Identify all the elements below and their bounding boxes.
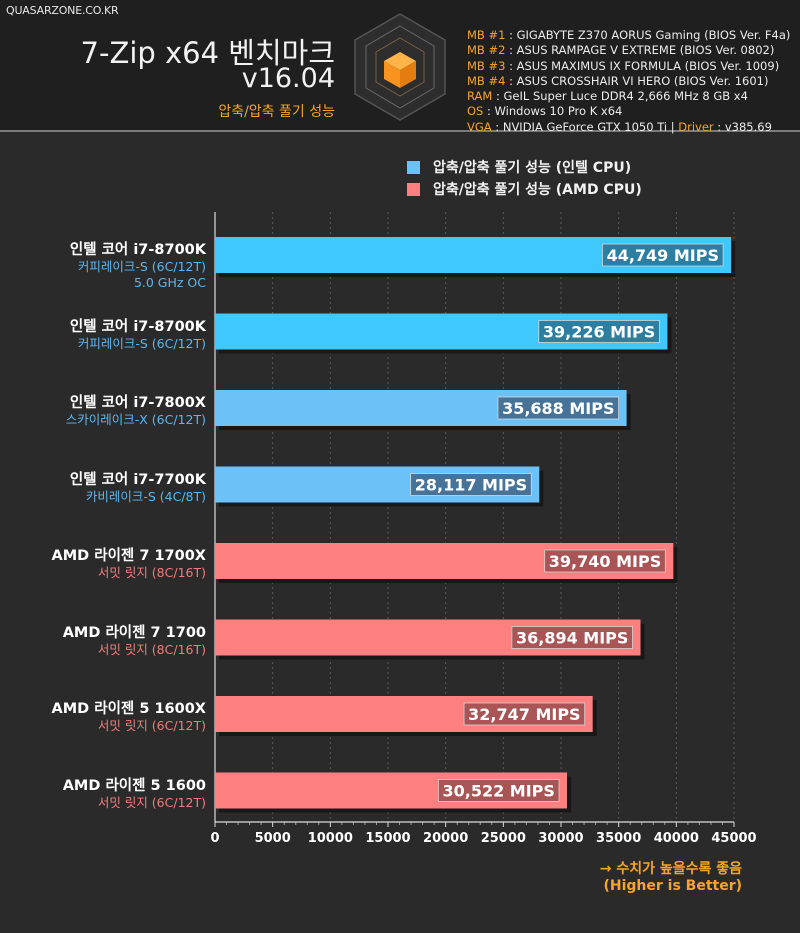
category-subtitle: 서밋 릿지 (6C/12T)	[97, 718, 206, 733]
legend-label-intel: 압축/압축 풀기 성능 (인텔 CPU)	[433, 160, 632, 176]
spec-value: : v385.69	[713, 119, 772, 134]
spec-value: : NVIDIA GeForce GTX 1050 Ti |	[491, 119, 679, 134]
value-label-box	[538, 320, 660, 343]
x-tick-label: 35000	[596, 831, 641, 846]
category-subtitle: 커피레이크-S (6C/12T)	[77, 259, 206, 274]
site-name: QUASARZONE.CO.KR	[6, 4, 119, 17]
spec-row: RAM : GeIL Super Luce DDR4 2,666 MHz 8 G…	[467, 89, 790, 104]
category-subtitle: 스카이레이크-X (6C/12T)	[65, 412, 206, 427]
note-line-1: → 수치가 높을수록 좋음	[599, 861, 742, 877]
category-name: AMD 라이젠 5 1600	[62, 777, 206, 794]
value-label-box	[437, 779, 560, 802]
category-label: AMD 라이젠 7 1700 서밋 릿지 (8C/16T)	[63, 624, 206, 658]
x-tick-label: 45000	[711, 831, 756, 846]
category-subtitle: 서밋 릿지 (8C/16T)	[97, 641, 206, 657]
value-label-box	[511, 626, 633, 649]
category-label: AMD 라이젠 5 1600 서밋 릿지 (6C/12T)	[63, 777, 206, 811]
legend-swatch-amd	[407, 182, 420, 196]
category-subtitle: 카비레이크-S (4C/8T)	[85, 488, 206, 504]
test-specs: MB #1 : GIGABYTE Z370 AORUS Gaming (BIOS…	[467, 28, 790, 135]
category-name: AMD 라이젠 7 1700X	[51, 548, 206, 564]
category-subtitle: 서밋 릿지 (6C/12T)	[97, 794, 206, 810]
spec-row: MB #1 : GIGABYTE Z370 AORUS Gaming (BIOS…	[467, 28, 790, 43]
spec-value: : GIGABYTE Z370 AORUS Gaming (BIOS Ver. …	[505, 28, 791, 42]
category-label: AMD 라이젠 7 1700X 서밋 릿지 (8C/16T)	[52, 547, 206, 581]
chart-version: v16.04	[241, 63, 335, 94]
category-name: 인텔 코어 i7-7700K	[69, 471, 206, 488]
value-label: 35,688 MIPS	[502, 399, 614, 418]
value-label-box	[463, 702, 586, 726]
spec-value: : ASUS MAXIMUS IX FORMULA (BIOS Ver. 100…	[505, 58, 780, 73]
category-subtitle: 서밋 릿지 (8C/16T)	[97, 565, 206, 580]
value-label-box	[544, 549, 666, 573]
spec-row: VGA : NVIDIA GeForce GTX 1050 Ti | Drive…	[467, 120, 790, 135]
spec-key: Driver	[678, 119, 714, 134]
x-tick-label: 0	[210, 831, 219, 846]
category-subtitle: 5.0 GHz OC	[133, 275, 206, 290]
spec-key: VGA	[467, 119, 492, 134]
value-label: 39,740 MIPS	[549, 552, 661, 571]
chart-title: 7-Zip x64 벤치마크	[80, 36, 335, 70]
value-label-box	[410, 473, 532, 496]
value-label: 39,226 MIPS	[543, 323, 655, 342]
value-label-box	[497, 396, 620, 420]
value-label: 30,522 MIPS	[442, 782, 554, 801]
category-name: 인텔 코어 i7-7800X	[69, 395, 206, 411]
x-tick-label: 5000	[255, 831, 291, 846]
note-line-2: (Higher is Better)	[603, 878, 742, 894]
legend-swatch-intel	[407, 160, 420, 174]
x-tick-label: 15000	[365, 831, 410, 846]
category-label: 인텔 코어 i7-7700K 카비레이크-S (4C/8T)	[70, 471, 206, 505]
spec-value: : Windows 10 Pro K x64	[483, 104, 623, 119]
legend-item-intel: 압축/압축 풀기 성능 (인텔 CPU)	[407, 156, 642, 178]
category-name: 인텔 코어 i7-8700K	[69, 318, 206, 335]
spec-key: MB #2	[467, 43, 506, 58]
category-label: AMD 라이젠 5 1600X 서밋 릿지 (6C/12T)	[52, 700, 206, 734]
spec-key: RAM	[467, 89, 493, 104]
value-label: 44,749 MIPS	[607, 246, 719, 265]
category-label: 인텔 코어 i7-7800X 스카이레이크-X (6C/12T)	[66, 394, 206, 428]
value-label-box	[602, 243, 724, 267]
x-tick-label: 10000	[308, 831, 353, 846]
category-label: 인텔 코어 i7-8700K 커피레이크-S (6C/12T)	[70, 318, 206, 352]
spec-key: MB #4	[467, 73, 506, 88]
spec-key: MB #3	[467, 58, 506, 73]
spec-row: MB #4 : ASUS CROSSHAIR VI HERO (BIOS Ver…	[467, 74, 790, 89]
x-tick-label: 20000	[423, 831, 468, 846]
chart-subtitle: 압축/압축 풀기 성능	[218, 104, 335, 120]
higher-is-better-note: → 수치가 높을수록 좋음 (Higher is Better)	[600, 861, 742, 895]
category-name: 인텔 코어 i7-8700K	[69, 242, 206, 258]
category-name: AMD 라이젠 5 1600X	[51, 701, 206, 717]
spec-row: MB #2 : ASUS RAMPAGE V EXTREME (BIOS Ver…	[467, 43, 790, 58]
header-divider	[0, 130, 800, 132]
spec-row: MB #3 : ASUS MAXIMUS IX FORMULA (BIOS Ve…	[467, 59, 790, 74]
value-label: 28,117 MIPS	[415, 476, 527, 495]
value-label: 36,894 MIPS	[516, 629, 628, 648]
legend-label-amd: 압축/압축 풀기 성능 (AMD CPU)	[433, 182, 642, 198]
x-tick-label: 30000	[538, 831, 583, 846]
spec-value: : ASUS RAMPAGE V EXTREME (BIOS Ver. 0802…	[505, 43, 775, 58]
spec-key: MB #1	[467, 28, 506, 42]
spec-key: OS	[467, 104, 484, 119]
spec-value: : ASUS CROSSHAIR VI HERO (BIOS Ver. 1601…	[505, 73, 769, 88]
value-label: 32,747 MIPS	[468, 705, 580, 724]
spec-value: : GeIL Super Luce DDR4 2,666 MHz 8 GB x4	[492, 89, 748, 104]
spec-row: OS : Windows 10 Pro K x64	[467, 104, 790, 119]
category-name: AMD 라이젠 7 1700	[62, 624, 206, 641]
category-subtitle: 커피레이크-S (6C/12T)	[77, 335, 206, 351]
x-tick-label: 25000	[481, 831, 526, 846]
x-tick-label: 40000	[654, 831, 699, 846]
legend-item-amd: 압축/압축 풀기 성능 (AMD CPU)	[407, 178, 642, 200]
category-label: 인텔 코어 i7-8700K 커피레이크-S (6C/12T) 5.0 GHz OC	[70, 241, 206, 291]
cube-logo-icon	[354, 13, 446, 121]
chart-legend: 압축/압축 풀기 성능 (인텔 CPU) 압축/압축 풀기 성능 (AMD CP…	[407, 156, 642, 200]
